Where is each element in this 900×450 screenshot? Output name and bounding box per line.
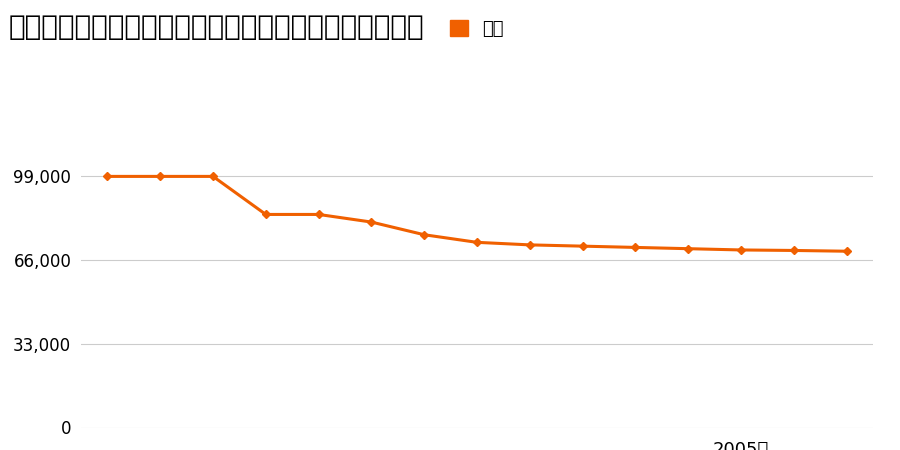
Text: 静岡県庵原郡由比町北田字瀬戸１１０番２８の地価推移: 静岡県庵原郡由比町北田字瀬戸１１０番２８の地価推移 — [9, 14, 425, 41]
Legend: 価格: 価格 — [443, 13, 511, 45]
